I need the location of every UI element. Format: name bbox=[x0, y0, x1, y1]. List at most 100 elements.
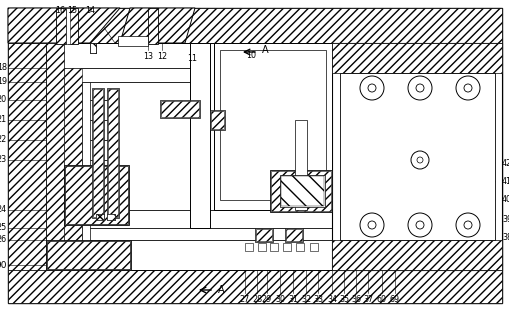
Bar bbox=[8, 43, 46, 270]
Text: 28: 28 bbox=[251, 295, 262, 304]
Text: 69: 69 bbox=[389, 295, 399, 304]
Circle shape bbox=[455, 76, 479, 100]
Bar bbox=[280, 176, 323, 206]
Bar bbox=[331, 43, 501, 270]
Circle shape bbox=[455, 213, 479, 237]
Circle shape bbox=[367, 221, 375, 229]
Bar bbox=[92, 88, 104, 218]
Circle shape bbox=[463, 221, 471, 229]
Bar bbox=[66, 8, 70, 44]
Bar bbox=[282, 243, 291, 251]
Bar bbox=[331, 240, 501, 270]
Bar bbox=[256, 229, 271, 241]
Bar bbox=[161, 101, 199, 117]
Text: 27: 27 bbox=[239, 295, 249, 304]
Bar bbox=[46, 240, 131, 270]
Bar bbox=[210, 110, 224, 130]
Bar bbox=[90, 43, 96, 53]
Bar bbox=[294, 120, 306, 210]
Bar bbox=[96, 214, 104, 220]
Text: 29: 29 bbox=[261, 295, 272, 304]
Text: 19: 19 bbox=[0, 77, 7, 86]
Bar bbox=[8, 270, 501, 303]
Text: 13: 13 bbox=[143, 52, 153, 61]
Bar bbox=[64, 165, 129, 225]
Bar bbox=[295, 243, 303, 251]
Text: 10: 10 bbox=[245, 50, 256, 59]
Text: 32: 32 bbox=[300, 295, 310, 304]
Bar bbox=[286, 229, 301, 241]
Text: 60: 60 bbox=[376, 295, 386, 304]
Text: 23: 23 bbox=[0, 156, 7, 165]
Bar bbox=[107, 214, 115, 220]
Bar bbox=[107, 88, 119, 218]
Text: 33: 33 bbox=[313, 295, 322, 304]
Bar bbox=[160, 100, 200, 118]
Text: 16: 16 bbox=[55, 6, 65, 15]
Text: 14: 14 bbox=[85, 6, 95, 15]
Bar bbox=[148, 8, 158, 44]
Bar bbox=[214, 43, 331, 210]
Bar bbox=[254, 228, 272, 242]
Text: 42: 42 bbox=[501, 159, 509, 168]
Bar bbox=[93, 89, 103, 217]
Circle shape bbox=[416, 157, 422, 163]
Bar bbox=[190, 43, 210, 228]
Text: 12: 12 bbox=[157, 52, 167, 61]
Circle shape bbox=[410, 151, 428, 169]
Circle shape bbox=[367, 84, 375, 92]
Text: 39: 39 bbox=[501, 216, 509, 225]
Circle shape bbox=[415, 84, 423, 92]
Text: 34: 34 bbox=[326, 295, 336, 304]
Text: 11: 11 bbox=[187, 54, 196, 63]
Text: 20: 20 bbox=[0, 95, 7, 104]
Text: 30: 30 bbox=[274, 295, 285, 304]
Text: 21: 21 bbox=[0, 115, 7, 124]
Text: 35: 35 bbox=[338, 295, 348, 304]
Bar bbox=[8, 8, 501, 43]
Bar bbox=[331, 43, 501, 73]
Text: 26: 26 bbox=[0, 235, 7, 244]
Text: 31: 31 bbox=[288, 295, 297, 304]
Bar bbox=[270, 171, 330, 211]
Bar bbox=[96, 214, 104, 220]
Circle shape bbox=[359, 213, 383, 237]
Bar bbox=[47, 241, 130, 269]
Circle shape bbox=[407, 213, 431, 237]
Bar bbox=[107, 214, 115, 220]
Text: 22: 22 bbox=[0, 136, 7, 145]
Bar bbox=[211, 111, 223, 129]
Bar bbox=[46, 43, 331, 270]
Text: 41: 41 bbox=[501, 178, 509, 187]
Text: 37: 37 bbox=[362, 295, 372, 304]
Bar bbox=[269, 170, 331, 212]
Circle shape bbox=[359, 76, 383, 100]
Bar bbox=[118, 36, 148, 46]
Bar bbox=[56, 8, 66, 44]
Text: 15: 15 bbox=[67, 6, 77, 15]
Text: 36: 36 bbox=[350, 295, 360, 304]
Bar bbox=[285, 228, 302, 242]
Bar bbox=[258, 243, 266, 251]
Bar bbox=[65, 166, 128, 224]
Bar bbox=[46, 43, 64, 270]
Bar bbox=[244, 243, 252, 251]
Bar bbox=[82, 82, 90, 247]
Bar bbox=[68, 8, 78, 44]
Text: 24: 24 bbox=[0, 206, 7, 215]
Bar bbox=[329, 43, 501, 183]
Circle shape bbox=[415, 221, 423, 229]
Bar bbox=[64, 68, 82, 270]
Circle shape bbox=[407, 76, 431, 100]
Text: 18: 18 bbox=[0, 63, 7, 72]
Polygon shape bbox=[120, 8, 194, 43]
Text: 25: 25 bbox=[0, 224, 7, 233]
Bar bbox=[340, 73, 494, 240]
Text: A: A bbox=[262, 45, 268, 55]
Bar bbox=[90, 43, 96, 53]
Polygon shape bbox=[8, 8, 120, 43]
Bar bbox=[269, 243, 277, 251]
Bar bbox=[279, 175, 324, 207]
Text: A: A bbox=[217, 285, 224, 295]
Circle shape bbox=[463, 84, 471, 92]
